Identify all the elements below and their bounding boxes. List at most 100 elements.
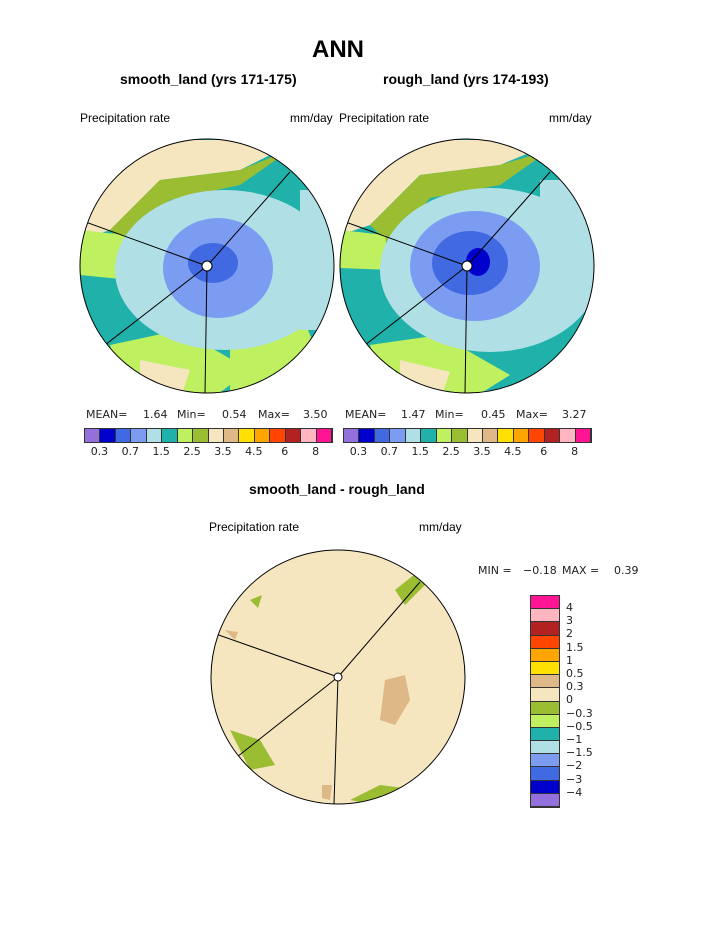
diff-colorbar-tick-label: 0 [566,693,573,707]
map-rough-land [340,139,594,393]
colorbar-swatch [513,429,530,442]
colorbar-swatch [498,429,514,442]
diff-units: mm/day [419,520,462,534]
diff-colorbar-tick-label: 0.5 [566,667,584,680]
colorbar-swatch [531,648,559,662]
colorbar-tick-label: 8 [312,445,320,458]
colorbar-swatch [531,596,559,610]
colorbar-swatch [436,429,453,442]
diff-colorbar-tick-label: −0.5 [566,719,593,733]
colorbar-swatch [405,429,422,442]
colorbar-swatch [467,429,483,442]
colorbar-swatch [344,429,360,442]
left-min-label: Min= [177,408,206,421]
diff-colorbar-tick-label: 0.3 [566,680,584,694]
colorbar-swatch [531,701,559,715]
right-mean: 1.47 [401,408,426,421]
colorbar-swatch [531,661,559,676]
colorbar-swatch [531,793,559,807]
colorbar-tick-label: 0.7 [380,445,399,458]
panel-right-units: mm/day [549,111,592,125]
colorbar-right [343,428,592,443]
figure-title: ANN [312,36,364,63]
panel-left-units: mm/day [290,111,333,125]
panel-right-variable: Precipitation rate [339,111,430,125]
diff-colorbar-tick-label: 1 [566,653,573,667]
colorbar-swatch [115,429,132,442]
colorbar-tick-label: 1.5 [411,445,429,458]
colorbar-swatch [531,767,559,781]
colorbar-swatch [316,429,332,442]
diff-variable: Precipitation rate [209,520,300,534]
colorbar-swatch [254,429,271,442]
diff-min-label: MIN = [478,564,512,577]
colorbar-swatch [575,429,591,442]
colorbar-left [84,428,333,443]
right-max: 3.27 [562,408,587,421]
diff-colorbar-tick-label: −3 [566,772,583,786]
colorbar-swatch [531,741,559,755]
diff-colorbar-tick-label: 1.5 [566,640,584,654]
colorbar-swatch [208,429,224,442]
diff-colorbar-tick-label: −1 [566,733,583,746]
colorbar-swatch [560,429,576,442]
diff-colorbar-tick-label: 2 [566,627,573,641]
left-mean-label: MEAN= [86,408,128,421]
colorbar-tick-label: 2.5 [183,445,201,458]
colorbar-swatch [531,609,559,623]
colorbar-swatch [531,675,559,689]
colorbar-tick-label: 3.5 [214,445,232,458]
diff-colorbar-tick-label: 3 [566,614,573,628]
colorbar-swatch [531,780,559,794]
colorbar-swatch [531,714,559,728]
right-max-label: Max= [516,408,548,421]
colorbar-swatch [421,429,437,442]
left-mean: 1.64 [143,408,168,421]
diff-colorbar-tick-label: −2 [566,759,583,773]
right-min-label: Min= [435,408,464,421]
colorbar-tick-label: 8 [571,445,579,458]
diff-colorbar-tick-label: −4 [566,785,583,799]
colorbar-swatch [531,635,559,649]
colorbar-swatch [131,429,147,442]
colorbar-swatch [146,429,163,442]
colorbar-swatch [374,429,391,442]
colorbar-tick-label: 0.3 [349,445,368,458]
left-min: 0.54 [222,408,247,421]
colorbar-swatch [544,429,561,442]
colorbar-difference [530,595,560,808]
colorbar-swatch [85,429,101,442]
colorbar-tick-label: 6 [281,445,289,458]
panel-right-subtitle: rough_land (yrs 174-193) [383,71,549,87]
colorbar-tick-label: 3.5 [473,445,491,458]
colorbar-tick-label: 0.7 [121,445,140,458]
diff-colorbar-tick-label: 4 [566,601,573,614]
colorbar-swatch [193,429,209,442]
diff-subtitle: smooth_land - rough_land [249,481,425,497]
colorbar-swatch [531,622,559,636]
left-max-label: Max= [258,408,290,421]
right-mean-label: MEAN= [345,408,387,421]
colorbar-tick-label: 6 [540,445,548,458]
colorbar-swatch [270,429,286,442]
colorbar-swatch [301,429,317,442]
diff-max-label: MAX = [562,564,600,577]
colorbar-tick-label: 1.5 [152,445,170,458]
colorbar-swatch [100,429,116,442]
right-min: 0.45 [481,408,506,421]
colorbar-swatch [285,429,302,442]
colorbar-swatch [390,429,406,442]
colorbar-swatch [531,754,559,768]
left-max: 3.50 [303,408,328,421]
map-smooth-land [80,139,334,393]
panel-left-variable: Precipitation rate [80,111,171,125]
colorbar-swatch [223,429,240,442]
colorbar-swatch [162,429,178,442]
diff-max: 0.39 [614,564,639,577]
diff-min: −0.18 [523,564,557,577]
colorbar-swatch [529,429,545,442]
colorbar-swatch [531,727,559,742]
colorbar-swatch [239,429,255,442]
